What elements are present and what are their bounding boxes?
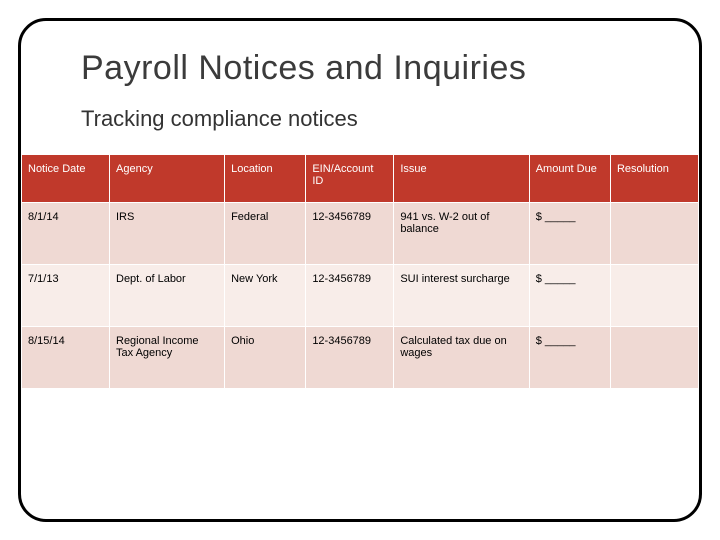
cell-ein: 12-3456789 [306,265,394,327]
cell-notice-date: 7/1/13 [22,265,110,327]
cell-location: New York [225,265,306,327]
col-header-ein: EIN/Account ID [306,155,394,203]
slide-frame: Payroll Notices and Inquiries Tracking c… [18,18,702,522]
cell-resolution [610,265,698,327]
col-header-location: Location [225,155,306,203]
table-row: 7/1/13 Dept. of Labor New York 12-345678… [22,265,699,327]
col-header-resolution: Resolution [610,155,698,203]
cell-resolution [610,203,698,265]
cell-agency: Dept. of Labor [110,265,225,327]
cell-notice-date: 8/1/14 [22,203,110,265]
cell-ein: 12-3456789 [306,327,394,389]
cell-agency: IRS [110,203,225,265]
cell-ein: 12-3456789 [306,203,394,265]
page-title: Payroll Notices and Inquiries [81,49,699,88]
cell-amount-due: $ _____ [529,327,610,389]
table-row: 8/15/14 Regional Income Tax Agency Ohio … [22,327,699,389]
notices-table: Notice Date Agency Location EIN/Account … [21,154,699,389]
cell-notice-date: 8/15/14 [22,327,110,389]
cell-agency: Regional Income Tax Agency [110,327,225,389]
cell-issue: 941 vs. W-2 out of balance [394,203,529,265]
cell-issue: Calculated tax due on wages [394,327,529,389]
cell-issue: SUI interest surcharge [394,265,529,327]
col-header-notice-date: Notice Date [22,155,110,203]
page-subtitle: Tracking compliance notices [81,106,699,132]
cell-resolution [610,327,698,389]
cell-amount-due: $ _____ [529,265,610,327]
cell-amount-due: $ _____ [529,203,610,265]
cell-location: Federal [225,203,306,265]
cell-location: Ohio [225,327,306,389]
col-header-agency: Agency [110,155,225,203]
table-header-row: Notice Date Agency Location EIN/Account … [22,155,699,203]
col-header-amount-due: Amount Due [529,155,610,203]
col-header-issue: Issue [394,155,529,203]
table-row: 8/1/14 IRS Federal 12-3456789 941 vs. W-… [22,203,699,265]
